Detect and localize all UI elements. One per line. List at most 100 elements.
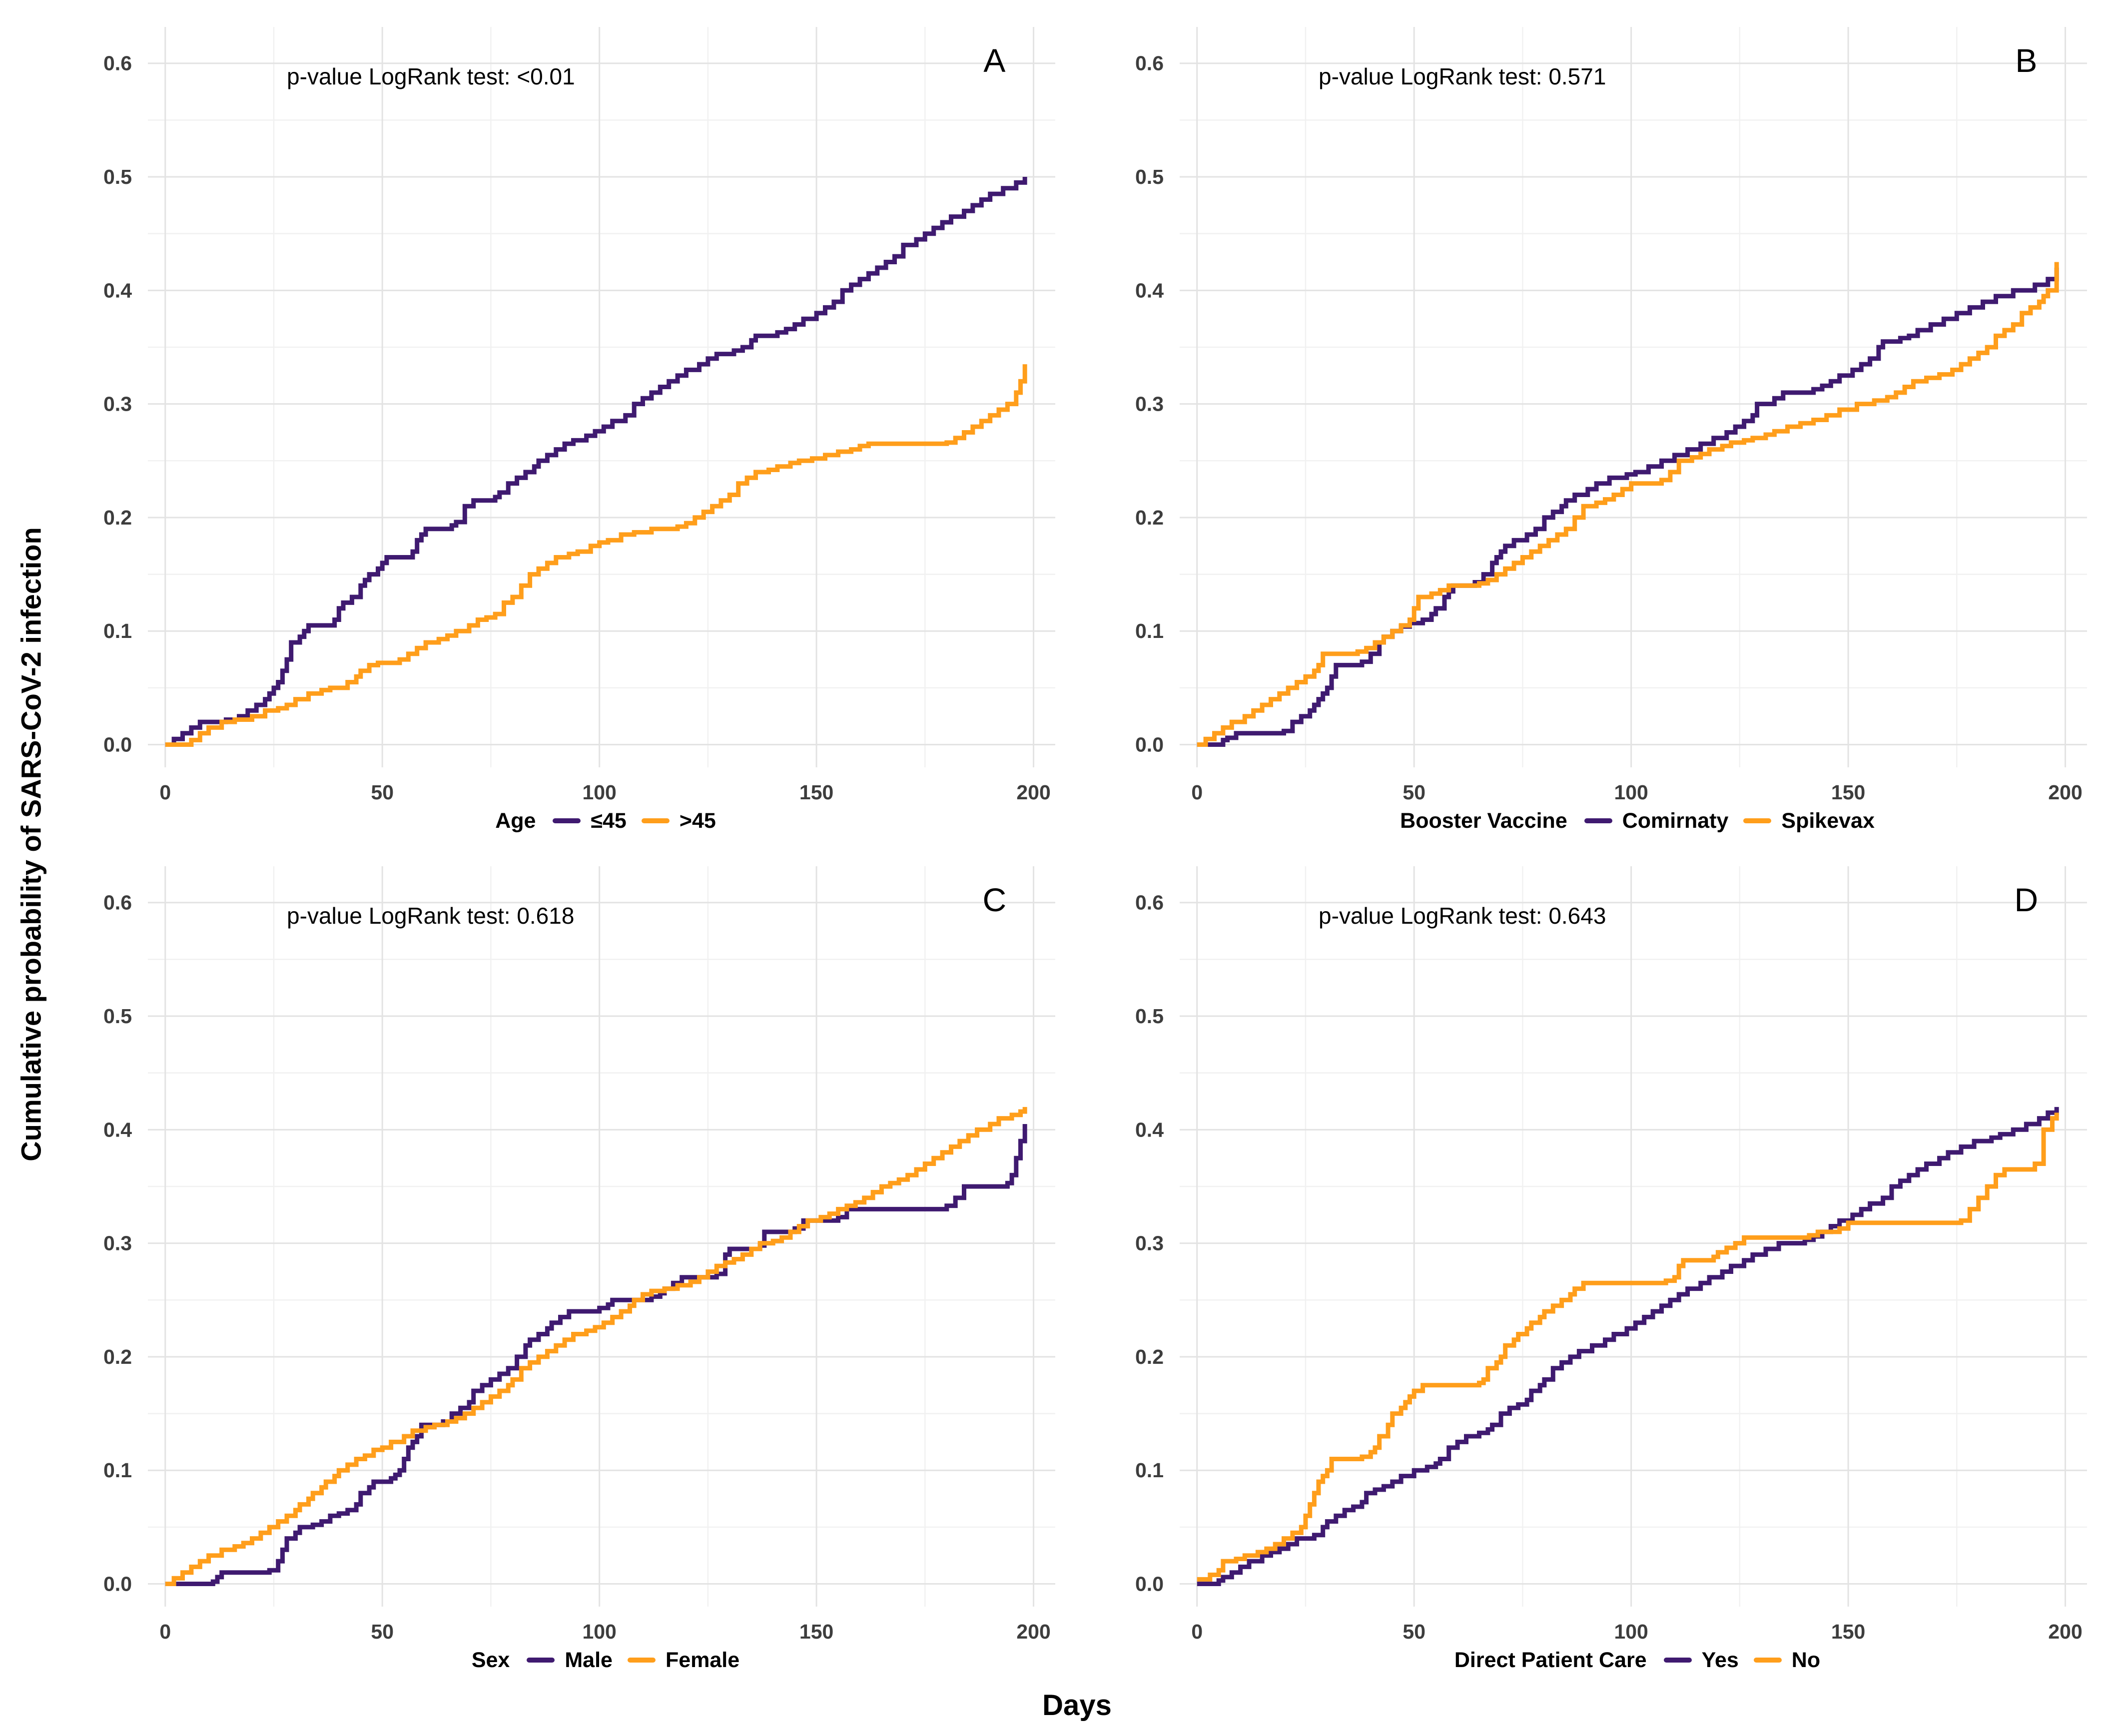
legend-title: Age (495, 808, 536, 833)
x-tick-label: 0 (1191, 781, 1203, 804)
y-tick-label: 0.4 (103, 279, 132, 302)
legend-key-icon (1663, 1658, 1692, 1663)
y-tick-label: 0.2 (1135, 506, 1164, 529)
legend-label: Yes (1701, 1648, 1739, 1672)
legend-item: No (1753, 1648, 1821, 1673)
y-tick-label: 0.3 (1135, 1232, 1164, 1255)
x-tick-label: 0 (1191, 1620, 1203, 1643)
legend-label: Male (565, 1648, 613, 1672)
panel-letter: A (983, 42, 1005, 79)
legend-item: ≤45 (553, 808, 627, 833)
x-tick-label: 150 (1831, 1620, 1865, 1643)
y-tick-label: 0.3 (1135, 393, 1164, 416)
series-line->45 (165, 364, 1027, 747)
y-tick-label: 0.1 (103, 1459, 132, 1482)
legend-item: Yes (1663, 1648, 1739, 1673)
legend-label: Female (665, 1648, 740, 1672)
y-tick-label: 0.3 (103, 1232, 132, 1255)
panel-b: 0.0 0.1 0.2 0.3 0.4 0.5 0.6 0 50 100 150 200 p-value… (1091, 8, 2095, 835)
panels-grid: 0.0 0.1 0.2 0.3 0.4 0.5 0.6 0 50 100 150 200 p-value… (59, 8, 2095, 1675)
x-tick-label: 50 (1403, 781, 1425, 804)
y-axis-title: Cumulative probability of SARS-CoV-2 inf… (15, 527, 47, 1161)
panel-letter: D (2015, 881, 2039, 918)
legend-key-icon (1753, 1658, 1782, 1663)
legend-item: Spikevax (1743, 808, 1875, 833)
y-tick-label: 0.6 (103, 891, 132, 914)
legend-label: Spikevax (1781, 808, 1875, 833)
legend-key-icon (527, 1658, 555, 1663)
x-tick-label: 100 (1614, 1620, 1648, 1643)
x-tick-label: 150 (1831, 781, 1865, 804)
panel-a: 0.0 0.1 0.2 0.3 0.4 0.5 0.6 0 50 100 150 200 p-value… (59, 8, 1063, 835)
p-value-label: p-value LogRank test: 0.618 (287, 903, 574, 929)
x-tick-label: 100 (582, 1620, 616, 1643)
p-value-label: p-value LogRank test: <0.01 (287, 63, 575, 89)
y-tick-label: 0.2 (103, 1345, 132, 1368)
y-tick-label: 0.1 (1135, 1459, 1164, 1482)
legend-label: Comirnaty (1622, 808, 1729, 833)
y-tick-label: 0.4 (1135, 279, 1164, 302)
legend-title: Sex (471, 1648, 510, 1672)
y-tick-label: 0.6 (1135, 52, 1164, 75)
x-tick-label: 150 (799, 1620, 833, 1643)
legend-item: >45 (641, 808, 716, 833)
legend-b: Booster Vaccine Comirnaty Spikevax (1091, 807, 2095, 834)
legend-key-icon (1584, 818, 1612, 823)
legend-item: Male (527, 1648, 613, 1673)
series-line-Yes (1197, 1107, 2059, 1586)
p-value-label: p-value LogRank test: 0.571 (1319, 63, 1606, 89)
legend-key-icon (641, 818, 670, 823)
x-tick-label: 0 (159, 1620, 171, 1643)
x-tick-label: 200 (1016, 781, 1050, 804)
y-tick-label: 0.5 (1135, 165, 1164, 188)
km-plot-c: 0.0 0.1 0.2 0.3 0.4 0.5 0.6 0 50 100 150 200 p-value… (103, 866, 1055, 1643)
panel-letter: B (2015, 42, 2037, 79)
x-tick-label: 200 (2048, 781, 2082, 804)
km-plot-a: 0.0 0.1 0.2 0.3 0.4 0.5 0.6 0 50 100 150 200 p-value… (103, 27, 1055, 804)
y-tick-label: 0.0 (1135, 1573, 1164, 1596)
x-tick-label: 0 (159, 781, 171, 804)
y-tick-label: 0.4 (103, 1118, 132, 1141)
x-tick-label: 200 (2048, 1620, 2082, 1643)
panel-letter: C (983, 881, 1007, 918)
legend-c: Sex Male Female (59, 1647, 1063, 1674)
p-value-label: p-value LogRank test: 0.643 (1319, 903, 1606, 929)
y-tick-label: 0.0 (103, 733, 132, 756)
legend-a: Age ≤45 >45 (59, 807, 1063, 834)
km-plot-d: 0.0 0.1 0.2 0.3 0.4 0.5 0.6 0 50 100 150 200 p-value… (1135, 866, 2087, 1643)
x-tick-label: 150 (799, 781, 833, 804)
y-tick-label: 0.5 (103, 165, 132, 188)
series-line-≤45 (165, 177, 1027, 747)
y-tick-label: 0.3 (103, 393, 132, 416)
y-tick-label: 0.4 (1135, 1118, 1164, 1141)
legend-key-icon (553, 818, 581, 823)
x-axis-title: Days (1042, 1689, 1112, 1722)
y-tick-label: 0.5 (103, 1005, 132, 1028)
legend-title: Direct Patient Care (1454, 1648, 1647, 1672)
y-tick-label: 0.0 (1135, 733, 1164, 756)
legend-label: No (1791, 1648, 1821, 1672)
legend-label: >45 (679, 808, 716, 833)
legend-d: Direct Patient Care Yes No (1091, 1647, 2095, 1674)
y-tick-label: 0.6 (1135, 891, 1164, 914)
y-tick-label: 0.1 (103, 619, 132, 642)
panel-c: 0.0 0.1 0.2 0.3 0.4 0.5 0.6 0 50 100 150 200 p-value… (59, 847, 1063, 1675)
legend-item: Female (627, 1648, 740, 1673)
series-line-Female (165, 1107, 1027, 1586)
y-tick-label: 0.0 (103, 1573, 132, 1596)
x-tick-label: 50 (1403, 1620, 1425, 1643)
legend-title: Booster Vaccine (1400, 808, 1567, 833)
x-tick-label: 50 (371, 781, 394, 804)
series-line-No (1197, 1113, 2059, 1582)
legend-key-icon (627, 1658, 656, 1663)
legend-key-icon (1743, 818, 1772, 823)
x-tick-label: 100 (582, 781, 616, 804)
x-tick-label: 200 (1016, 1620, 1050, 1643)
panel-d: 0.0 0.1 0.2 0.3 0.4 0.5 0.6 0 50 100 150 200 p-value… (1091, 847, 2095, 1675)
y-tick-label: 0.6 (103, 52, 132, 75)
series-line-Spikevax (1197, 262, 2059, 747)
x-tick-label: 50 (371, 1620, 394, 1643)
legend-label: ≤45 (591, 808, 627, 833)
y-tick-label: 0.2 (1135, 1345, 1164, 1368)
